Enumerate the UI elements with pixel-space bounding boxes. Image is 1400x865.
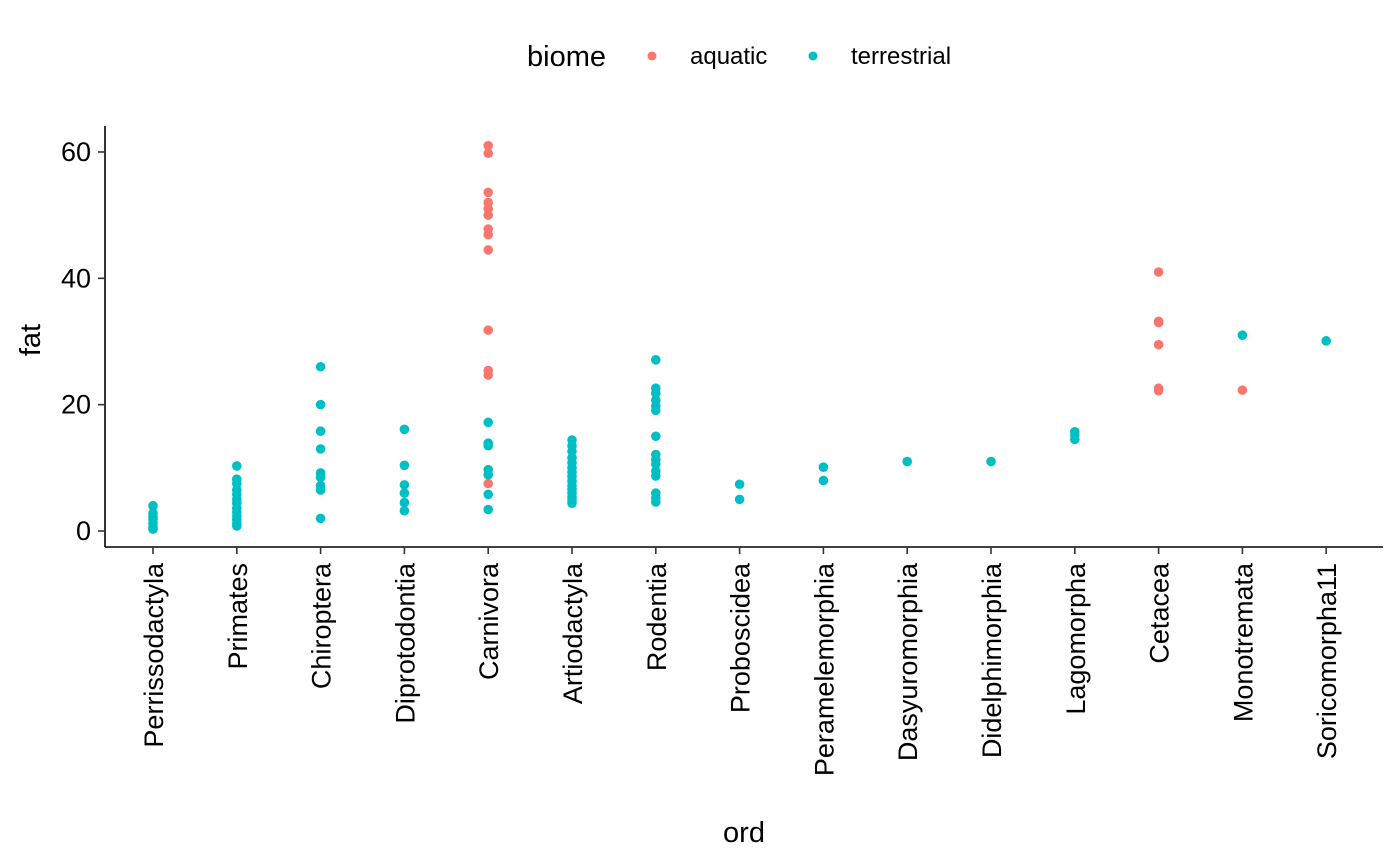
x-tick-label: Didelphimorphia [977,562,1007,758]
data-point [651,431,661,442]
x-tick-label: Artiodactyla [558,562,588,704]
data-point [651,497,661,507]
data-point [651,471,661,481]
x-tick-label: Proboscidea [726,562,756,713]
data-point [315,472,326,483]
x-tick-label: Soricomorpha11 [1312,563,1342,759]
data-point [483,245,494,255]
data-point [399,488,410,498]
data-point [483,417,494,428]
legend: biome aquatic terrestrial [527,41,951,73]
x-tick-label: Chiroptera [307,562,337,689]
data-point [483,370,494,380]
data-point [1153,317,1164,328]
data-point [651,405,661,416]
data-point [315,361,326,372]
data-point [818,462,829,472]
data-point [483,148,494,159]
data-point [483,229,494,240]
x-tick-label: Peramelemorphia [809,562,839,776]
x-tick-label: Monotremata [1228,562,1258,722]
data-point [315,444,326,454]
data-point [232,521,242,531]
data-point [1153,385,1164,396]
y-tick-label: 0 [76,516,91,546]
data-point [483,440,494,451]
data-point [734,494,745,505]
legend-key-aquatic [647,51,657,61]
data-point [148,500,158,511]
x-tick-label: Cetacea [1145,562,1175,664]
data-point [818,475,829,486]
data-point [315,485,326,495]
y-axis-title: fat [15,324,47,356]
data-point [483,325,494,335]
data-point [399,480,410,490]
x-tick-label: Dasyuromorphia [893,562,923,761]
x-tick-label: Carnivora [474,562,504,680]
x-tick-label: Rodentia [642,562,672,671]
data-point [902,456,912,467]
y-tick-label: 40 [61,263,91,293]
data-point [986,456,996,467]
data-point [567,498,577,509]
data-point [399,505,410,516]
data-point [1237,385,1248,395]
data-point [483,187,494,198]
legend-title: biome [527,41,606,73]
data-point [651,355,661,365]
data-point [315,513,326,524]
data-point [483,210,494,220]
legend-key-terrestrial [808,51,818,61]
data-point [1153,339,1164,350]
data-point [1237,330,1248,340]
legend-label-terrestrial: terrestrial [851,43,951,70]
data-point [734,479,745,490]
y-tick-label: 60 [61,137,91,167]
data-point [399,460,410,471]
y-tick-label: 20 [61,390,91,420]
x-axis: Perrissodactyla Primates Chiroptera Diproto… [105,546,1383,776]
x-tick-label: Primates [223,563,253,670]
legend-label-aquatic: aquatic [690,43,767,70]
x-tick-label: Lagomorpha [1061,562,1091,715]
data-point [399,497,410,508]
series-terrestrial [148,330,1331,534]
data-point [651,459,661,469]
data-point [399,424,410,435]
data-point [232,461,242,471]
data-points [148,140,1331,534]
y-axis: 0 20 40 60 [61,126,106,547]
data-point [483,469,494,480]
data-point [483,504,494,515]
data-point [483,478,494,489]
data-point [483,489,494,500]
data-point [148,524,158,534]
x-tick-label: Diprotodontia [390,562,420,724]
data-point [315,399,326,410]
x-tick-label: Perrissodactyla [139,562,169,748]
data-point [1153,267,1164,277]
data-point [315,426,326,436]
data-point [651,388,661,399]
x-axis-title: ord [723,817,765,849]
data-point [1070,434,1080,445]
data-point [1321,336,1331,346]
data-point [483,140,494,151]
series-aquatic [483,140,1248,489]
